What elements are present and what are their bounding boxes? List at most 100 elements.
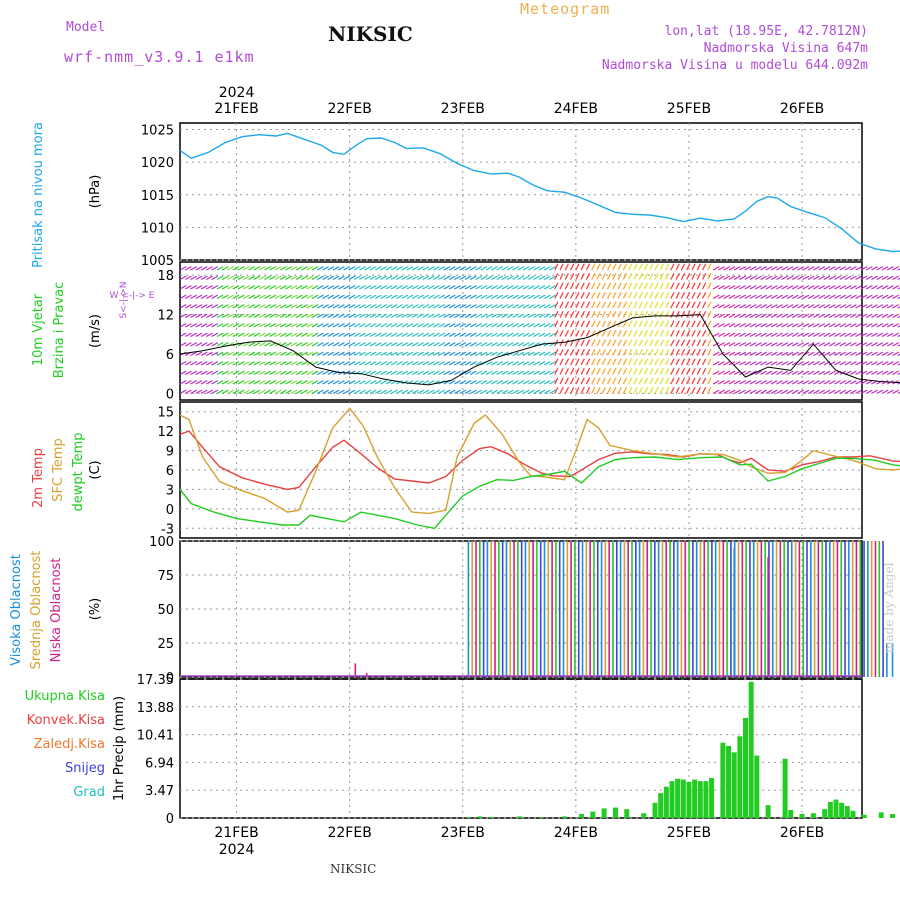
wind-barb (496, 361, 504, 366)
wind-barb (211, 332, 219, 338)
wind-barb (375, 285, 382, 290)
wind-barb (760, 285, 768, 290)
wind-barb (417, 370, 424, 376)
wind-barb (744, 304, 752, 309)
wind-barb (480, 370, 488, 376)
wind-barb (343, 323, 351, 328)
wind-barb (596, 263, 601, 271)
wind-barb (638, 282, 643, 290)
wind-barb (580, 272, 585, 280)
wind-barb (628, 263, 633, 271)
wind-barb (285, 294, 292, 300)
wind-barb (443, 370, 451, 376)
wind-barb (359, 275, 366, 281)
wind-barb (665, 310, 670, 318)
wind-barb (733, 332, 741, 338)
wind-barb (411, 275, 419, 281)
wind-barb (601, 272, 606, 280)
wind-barb (633, 348, 638, 356)
wind-barb (564, 367, 570, 375)
wind-barb (422, 380, 430, 385)
wind-barb (475, 361, 483, 366)
wind-barb (871, 266, 878, 271)
wind-barb (195, 389, 203, 395)
wind-barb (739, 304, 746, 309)
wind-barb (533, 361, 541, 366)
wind-barb (427, 285, 435, 290)
wind-barb (433, 361, 440, 366)
wind-barb (850, 313, 857, 319)
wind-barb (538, 304, 546, 309)
wind-barb (274, 275, 282, 281)
wind-barb (195, 304, 203, 309)
wind-barb (802, 313, 810, 319)
wind-barb (295, 351, 303, 357)
wind-barb (770, 294, 778, 300)
wind-barb (422, 275, 430, 281)
wind-barb (501, 351, 509, 357)
wind-barb (622, 272, 628, 280)
wind-barb (897, 325, 900, 328)
wind-barb (612, 377, 617, 385)
wind-barb (406, 332, 414, 338)
wind-barb (855, 342, 863, 347)
wind-barb (622, 367, 628, 375)
wind-barb (464, 389, 472, 395)
wind-barb (585, 272, 591, 280)
precip-bar (782, 758, 788, 818)
wind-barb (728, 370, 736, 376)
wind-barb (686, 310, 691, 318)
wind-barb (670, 301, 675, 309)
wind-barb (517, 294, 525, 300)
wind-barb (670, 348, 675, 356)
wind-barb (528, 370, 535, 376)
panel-frame-pressure (179, 122, 863, 261)
wind-barb (237, 285, 245, 290)
wind-barb (390, 294, 398, 300)
wind-barb (554, 329, 559, 337)
wind-barb (332, 285, 340, 290)
wind-barb (855, 389, 863, 395)
day-label-top: 26FEB (780, 101, 824, 117)
wind-barb (406, 304, 414, 309)
wind-barb (528, 275, 535, 281)
wind-barb (438, 332, 446, 338)
wind-barb (332, 361, 340, 366)
wind-barb (227, 294, 234, 300)
wind-barb (860, 294, 868, 300)
precip-bar (590, 811, 596, 818)
wind-barb (295, 304, 303, 309)
wind-barb (643, 329, 649, 337)
wind-barb (707, 291, 712, 299)
wind-barb (691, 377, 696, 385)
precip-bar (697, 781, 703, 818)
wind-barb (575, 358, 580, 366)
wind-barb (485, 342, 493, 347)
wind-barb (227, 323, 234, 328)
wind-barb (375, 313, 382, 319)
ytick-temperature: -3 (161, 522, 174, 537)
wind-barb (311, 323, 319, 328)
wind-barb (512, 380, 519, 385)
wind-barb (422, 342, 430, 347)
wind-barb (364, 389, 372, 395)
wind-barb (533, 275, 541, 281)
wind-barb (311, 313, 319, 319)
wind-barb (375, 342, 382, 347)
wind-barb (243, 266, 250, 271)
wind-barb (285, 313, 292, 319)
wind-barb (575, 320, 580, 328)
wind-barb (786, 294, 794, 300)
ytick-pressure: 1015 (141, 189, 174, 204)
wind-barb (791, 389, 799, 395)
wind-barb (739, 266, 746, 271)
wind-barb (860, 332, 868, 338)
precip-bar (488, 817, 494, 818)
wind-barb (781, 342, 789, 347)
wind-barb (353, 275, 361, 281)
ytick-pressure: 1020 (141, 156, 174, 171)
wind-barb (718, 361, 725, 366)
wind-barb (596, 377, 601, 385)
wind-barb (338, 285, 345, 290)
